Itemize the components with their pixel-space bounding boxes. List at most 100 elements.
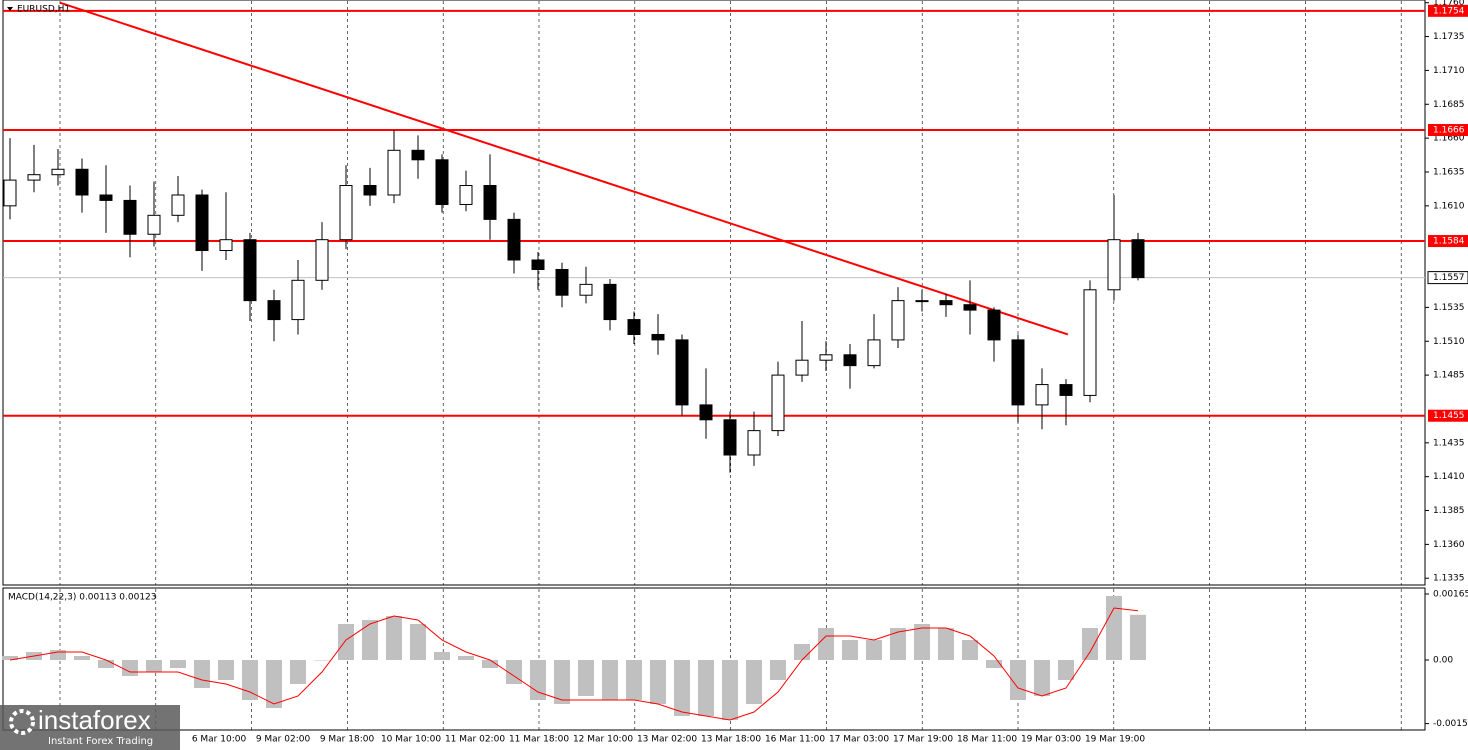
x-tick-label: 18 Mar 11:00 bbox=[957, 735, 1017, 745]
candle-body bbox=[219, 239, 233, 252]
level-label-box bbox=[1428, 235, 1468, 248]
macd-y-tick-label: -0.00159 bbox=[1433, 719, 1468, 729]
x-tick-label: 19 Mar 03:00 bbox=[1021, 735, 1081, 745]
macd-bar bbox=[722, 660, 738, 720]
macd-bar bbox=[410, 624, 426, 660]
candle-body bbox=[99, 194, 113, 201]
macd-bar bbox=[338, 624, 354, 660]
candle-body bbox=[579, 283, 593, 296]
macd-bar bbox=[626, 660, 642, 700]
macd-bar bbox=[962, 640, 978, 660]
price-panel bbox=[2, 0, 1426, 586]
x-tick-label: 9 Mar 02:00 bbox=[256, 735, 311, 745]
candle-body bbox=[1083, 289, 1097, 396]
macd-bar bbox=[938, 628, 954, 660]
candle-body bbox=[555, 268, 569, 296]
chart-title: EURUSD,H1 bbox=[17, 5, 70, 15]
candle-body bbox=[603, 283, 617, 321]
candle-body bbox=[915, 300, 929, 303]
candle-body bbox=[1035, 384, 1049, 406]
level-label-box bbox=[1428, 124, 1468, 136]
x-tick-label: 13 Mar 18:00 bbox=[701, 735, 761, 745]
level-label: 1.1666 bbox=[1433, 126, 1465, 136]
level-label: 1.1455 bbox=[1433, 411, 1465, 421]
macd-bar bbox=[242, 660, 258, 700]
macd-bar bbox=[458, 656, 474, 660]
candle-body bbox=[507, 218, 521, 261]
candle-body bbox=[75, 168, 89, 196]
macd-bar bbox=[1058, 660, 1074, 680]
macd-bar bbox=[770, 660, 786, 680]
trend-line bbox=[59, 1, 1069, 336]
y-tick-label: 1.1335 bbox=[1433, 574, 1465, 584]
candle-body bbox=[3, 179, 17, 207]
logo-icon bbox=[9, 709, 35, 735]
x-tick-label: 6 Mar 10:00 bbox=[192, 735, 247, 745]
macd-bar bbox=[842, 640, 858, 660]
macd-bar bbox=[746, 660, 762, 704]
x-tick-label: 12 Mar 10:00 bbox=[573, 735, 633, 745]
macd-bar bbox=[146, 660, 162, 672]
macd-bar bbox=[1082, 628, 1098, 660]
macd-bar bbox=[1106, 596, 1122, 660]
x-tick-label: 17 Mar 03:00 bbox=[829, 735, 889, 745]
candle-body bbox=[171, 194, 185, 216]
candle-body bbox=[291, 279, 305, 321]
logo-tagline: Instant Forex Trading bbox=[48, 736, 153, 747]
macd-signal bbox=[9, 607, 1139, 721]
candle-body bbox=[867, 339, 881, 367]
x-tick-label: 11 Mar 18:00 bbox=[509, 735, 569, 745]
candle-body bbox=[795, 359, 809, 376]
macd-bar bbox=[218, 660, 234, 680]
macd-bar bbox=[266, 660, 282, 708]
logo-name: instaforex bbox=[38, 705, 151, 735]
macd-bar bbox=[362, 620, 378, 660]
level-label: 1.1754 bbox=[1433, 6, 1465, 16]
x-tick-label: 17 Mar 19:00 bbox=[893, 735, 953, 745]
macd-bar bbox=[914, 624, 930, 660]
macd-bar bbox=[98, 660, 114, 668]
candle-body bbox=[675, 339, 689, 406]
candle-body bbox=[939, 300, 953, 306]
candle-body bbox=[411, 149, 425, 161]
macd-bar bbox=[122, 660, 138, 676]
y-tick-label: 1.1660 bbox=[1433, 134, 1465, 144]
x-tick-label: 19 Mar 19:00 bbox=[1085, 735, 1145, 745]
candle-body bbox=[267, 300, 281, 321]
macd-bar bbox=[1130, 614, 1146, 660]
candle-body bbox=[651, 333, 665, 341]
x-tick-label: 9 Mar 18:00 bbox=[320, 735, 375, 745]
y-tick-label: 1.1635 bbox=[1433, 167, 1465, 177]
candle-body bbox=[123, 199, 137, 235]
y-tick-label: 1.1360 bbox=[1433, 540, 1465, 550]
y-tick-label: 1.1535 bbox=[1433, 303, 1465, 313]
y-tick-label: 1.1685 bbox=[1433, 100, 1465, 110]
y-tick-label: 1.1610 bbox=[1433, 201, 1465, 211]
y-tick-label: 1.1735 bbox=[1433, 32, 1465, 42]
y-tick-label: 1.1710 bbox=[1433, 66, 1465, 76]
symbol-arrow bbox=[7, 7, 13, 11]
candle-body bbox=[747, 430, 761, 456]
candle-body bbox=[315, 239, 329, 281]
macd-bar bbox=[698, 660, 714, 716]
candle-body bbox=[771, 374, 785, 432]
candle-body bbox=[27, 174, 41, 181]
candle-body bbox=[987, 309, 1001, 341]
macd-bar bbox=[194, 660, 210, 688]
candle-body bbox=[963, 304, 977, 311]
candle-body bbox=[147, 214, 161, 235]
candle-body bbox=[843, 354, 857, 367]
macd-bar bbox=[2, 656, 18, 660]
level-label-box bbox=[1428, 4, 1468, 17]
macd-bar bbox=[314, 660, 330, 661]
macd-bar bbox=[74, 656, 90, 660]
macd-bar bbox=[554, 660, 570, 704]
candle-body bbox=[891, 300, 905, 341]
y-tick-label: 1.1485 bbox=[1433, 371, 1465, 381]
y-tick-label: 1.1435 bbox=[1433, 438, 1465, 448]
y-tick-label: 1.1410 bbox=[1433, 472, 1465, 482]
macd-bar bbox=[170, 660, 186, 668]
macd-y-tick-label: 0.00165 bbox=[1433, 590, 1468, 600]
candle-body bbox=[51, 168, 65, 176]
candle-body bbox=[339, 185, 353, 241]
